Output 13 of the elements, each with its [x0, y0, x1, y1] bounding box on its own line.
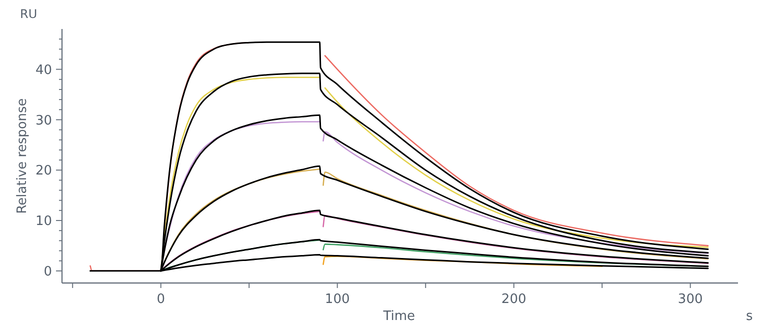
x-axis-title: Time: [382, 309, 416, 324]
x-tick-label: 200: [501, 292, 526, 307]
y-tick-label: 30: [35, 113, 52, 128]
text: s: [746, 309, 753, 324]
x-tick-label: 300: [678, 292, 703, 307]
y-tick-label: 20: [35, 164, 52, 179]
y-tick-label: 10: [35, 214, 52, 230]
x-tick-label: 0: [156, 292, 165, 307]
y-tick-label: 40: [35, 62, 52, 78]
text: RU: [20, 7, 38, 21]
y-axis-title: Relative response: [15, 98, 30, 214]
x-tick-label: 100: [324, 292, 350, 307]
y-tick-label: 0: [44, 264, 52, 280]
